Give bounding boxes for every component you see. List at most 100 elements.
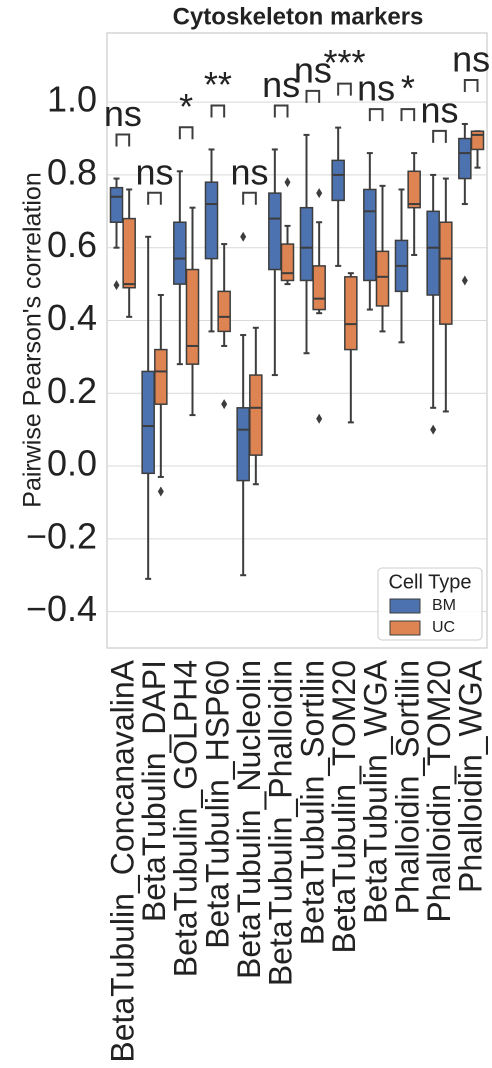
flier: [240, 231, 247, 242]
x-tick-label: Phalloidin_TOM20: [421, 660, 457, 923]
legend-label: UC: [432, 619, 455, 636]
box: [185, 268, 200, 365]
box: [426, 210, 440, 296]
box-group: [331, 126, 345, 267]
box: [363, 188, 377, 282]
significance-bracket: [463, 78, 479, 92]
significance-label: ns: [420, 89, 458, 130]
box: [268, 192, 282, 271]
box: [331, 159, 345, 202]
box-group: [312, 188, 326, 424]
x-tick-label: BetaTubulin_HSP60: [199, 660, 235, 949]
box-group: [458, 122, 472, 286]
legend-swatch: [389, 620, 421, 636]
y-tick-label: 1.0: [47, 79, 97, 120]
flier: [316, 188, 323, 199]
significance-label: ns: [104, 93, 142, 134]
box-group: [280, 177, 295, 286]
box-group: [375, 184, 390, 333]
legend-label: BM: [432, 597, 456, 614]
significance-label: **: [204, 64, 232, 105]
box-group: [185, 206, 200, 417]
significance-bracket: [400, 108, 416, 122]
box-group: [122, 188, 136, 318]
x-tick-label: BetaTubulin_TOM20: [326, 660, 362, 954]
box: [458, 137, 472, 180]
box-group: [268, 148, 282, 377]
box: [204, 181, 219, 260]
y-axis-label: Pairwise Pearson's correlation: [19, 172, 47, 507]
significance-bracket: [368, 108, 384, 122]
box-group: [154, 294, 168, 497]
box-group: [470, 130, 485, 169]
significance-bracket: [147, 191, 162, 205]
legend-swatch: [389, 598, 421, 614]
significance-bracket: [337, 82, 352, 96]
box-group: [109, 177, 124, 291]
significance-label: ns: [452, 38, 490, 79]
box: [154, 348, 168, 405]
flier: [113, 280, 120, 291]
significance-label: ns: [262, 64, 300, 105]
x-tick-label: Phalloidin_WGA: [453, 659, 489, 893]
significance-bracket: [178, 126, 194, 140]
box: [217, 290, 231, 333]
flier: [284, 177, 291, 188]
y-tick-label: −0.2: [26, 515, 97, 556]
box: [439, 221, 453, 325]
significance-label: ns: [294, 49, 332, 90]
significance-label: ***: [323, 42, 365, 83]
legend-title: Cell Type: [388, 571, 471, 593]
box-group: [217, 243, 231, 410]
significance-bracket: [242, 191, 257, 205]
box-group: [426, 173, 440, 435]
plot-background: [106, 32, 488, 649]
y-tick-label: 0.4: [47, 297, 97, 338]
box: [236, 407, 250, 482]
significance-label: ns: [357, 68, 395, 109]
x-tick-label: Phalloidin_Sortilin: [389, 660, 425, 914]
flier: [221, 399, 228, 410]
box-group: [249, 326, 263, 486]
box: [299, 206, 314, 282]
x-tick-label: BetaTubulin_DAPI: [136, 660, 172, 922]
significance-label: ns: [135, 151, 173, 192]
box: [344, 276, 358, 351]
significance-bracket: [305, 89, 321, 103]
significance-label: ns: [230, 151, 268, 192]
box-group: [204, 148, 219, 333]
box: [312, 265, 326, 311]
x-tick-label: BetaTubulin_WGA: [358, 659, 394, 923]
y-tick-label: −0.4: [26, 588, 97, 629]
box: [375, 250, 390, 307]
box-group: [173, 170, 187, 366]
significance-bracket: [115, 133, 131, 147]
significance-bracket: [273, 104, 289, 118]
box-group: [439, 177, 453, 413]
box-group: [141, 235, 155, 580]
flier: [461, 275, 468, 286]
box: [249, 374, 263, 456]
flier: [316, 413, 323, 424]
significance-label: *: [401, 68, 415, 109]
box-group: [299, 133, 314, 355]
box: [280, 243, 295, 282]
box-group: [236, 231, 250, 577]
flier: [157, 486, 164, 497]
flier: [430, 424, 437, 435]
significance-bracket: [432, 129, 447, 143]
box-group: [363, 152, 377, 311]
x-tick-label: BetaTubulin_GOLPH4: [168, 660, 204, 977]
x-tick-label: BetaTubulin_Nucleolin: [231, 660, 267, 979]
y-tick-label: 0.6: [47, 224, 97, 265]
y-tick-label: 0.2: [47, 370, 97, 411]
x-tick-label: BetaTubulin_ConcanavalinA: [104, 659, 140, 1062]
y-tick-label: 0.0: [47, 443, 97, 484]
x-tick-label: BetaTubulin_Phalloidin: [263, 660, 299, 986]
box: [109, 186, 124, 223]
significance-bracket: [210, 104, 226, 118]
box-group: [407, 152, 421, 256]
box: [173, 221, 187, 285]
